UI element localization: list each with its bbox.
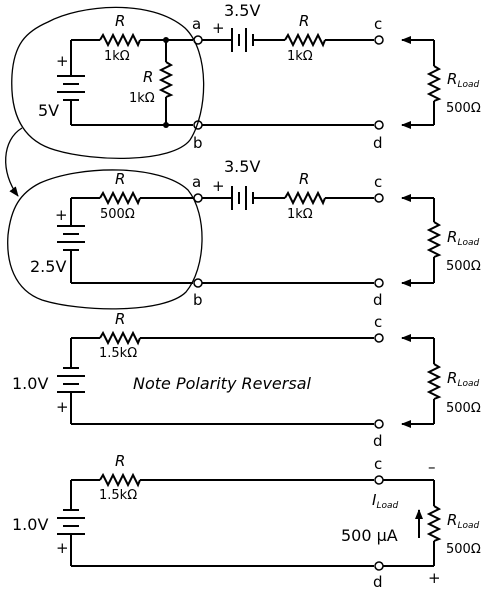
battery-3-5v-label: 3.5V: [224, 1, 260, 20]
battery-plus-sign: +: [56, 52, 69, 70]
resistor-shunt-icon: [158, 61, 174, 98]
terminal-c: [374, 475, 384, 485]
terminal-b: [193, 278, 203, 288]
source-voltage-label: 1.0V: [12, 374, 48, 393]
resistor-value: 1.5kΩ: [99, 488, 137, 503]
circuit-2: + 2.5V R 500Ω a b + 3.5V R 1kΩ c d: [30, 157, 481, 309]
terminal-d: [374, 419, 384, 429]
load-minus-sign: –: [428, 458, 436, 476]
resistor-series-icon: [284, 32, 326, 48]
resistor-top-value: 500Ω: [100, 207, 135, 222]
node-d-label: d: [373, 291, 383, 309]
battery-5v-icon: [57, 40, 85, 125]
node-c-label: c: [374, 313, 382, 331]
battery-2-5v-icon: [57, 198, 85, 283]
load-plus-sign: +: [428, 569, 441, 587]
battery-plus-sign: +: [56, 398, 69, 416]
battery-1-0v-reversed-icon: [57, 338, 85, 424]
thevenin-loop-outline-1: [11, 6, 205, 159]
node-d-label: d: [373, 573, 383, 589]
thevenin-loop-outline-2: [7, 169, 203, 310]
resistor-series-symbol: R: [299, 12, 309, 30]
node-c-label: c: [374, 455, 382, 473]
load-resistor-icon: [426, 221, 442, 258]
battery-plus-sign: +: [56, 539, 69, 557]
circuit-3: R 1.5kΩ 1.0V + Note Polarity Reversal c …: [12, 310, 481, 450]
load-resistor-value: 500Ω: [446, 401, 481, 416]
terminal-a: [193, 193, 203, 203]
load-resistor-symbol: RLoad: [447, 228, 479, 248]
circuit-1: + 5V R 1kΩ R 1kΩ a b + 3.5V: [38, 1, 481, 152]
load-resistor-value: 500Ω: [446, 542, 481, 557]
load-resistor-icon: [426, 363, 442, 400]
battery-3-5v-icon: [231, 186, 254, 210]
load-resistor-symbol: RLoad: [447, 369, 479, 389]
resistor-icon: [99, 472, 141, 488]
circuit-4: R 1.5kΩ 1.0V + c d – + RLoad 500Ω ILoad …: [12, 452, 481, 589]
load-resistor-value: 500Ω: [446, 101, 481, 116]
resistor-top-symbol: R: [115, 170, 125, 188]
node-c-label: c: [374, 173, 382, 191]
battery-plus-sign: +: [212, 19, 225, 37]
resistor-top-icon: [99, 32, 141, 48]
resistor-symbol: R: [115, 310, 125, 328]
transfer-arrow-curve: [5, 127, 23, 197]
terminal-c: [374, 193, 384, 203]
resistor-series-value: 1kΩ: [287, 207, 313, 222]
polarity-reversal-note: Note Polarity Reversal: [133, 374, 311, 393]
node-a-label: a: [192, 173, 201, 191]
node-a-label: a: [192, 15, 201, 33]
terminal-c: [374, 35, 384, 45]
load-resistor-icon: [426, 505, 442, 542]
load-resistor-symbol: RLoad: [447, 70, 479, 90]
resistor-series-symbol: R: [299, 170, 309, 188]
resistor-shunt-value: 1kΩ: [129, 91, 155, 106]
resistor-series-icon: [284, 190, 326, 206]
load-resistor-icon: [426, 65, 442, 102]
terminal-d: [374, 120, 384, 130]
battery-plus-sign: +: [55, 206, 68, 224]
load-resistor-symbol: RLoad: [447, 511, 479, 531]
resistor-series-value: 1kΩ: [287, 49, 313, 64]
terminal-d: [374, 278, 384, 288]
resistor-symbol: R: [115, 452, 125, 470]
source-voltage-label: 2.5V: [30, 257, 66, 276]
terminal-d: [374, 561, 384, 571]
battery-plus-sign: +: [212, 177, 225, 195]
node-b-label: b: [193, 291, 203, 309]
resistor-shunt-symbol: R: [143, 68, 153, 86]
battery-3-5v-label: 3.5V: [224, 157, 260, 176]
resistor-top-icon: [99, 190, 141, 206]
current-symbol: ILoad: [372, 491, 398, 511]
node-d-label: d: [373, 134, 383, 152]
load-resistor-value: 500Ω: [446, 259, 481, 274]
resistor-value: 1.5kΩ: [99, 346, 137, 361]
battery-1-0v-icon: [57, 480, 85, 566]
node-b-label: b: [193, 134, 203, 152]
resistor-top-symbol: R: [115, 12, 125, 30]
terminal-c: [374, 333, 384, 343]
source-voltage-label: 5V: [38, 101, 59, 120]
battery-3-5v-icon: [231, 28, 254, 52]
resistor-top-value: 1kΩ: [104, 49, 130, 64]
current-value: 500 µA: [341, 526, 398, 545]
resistor-icon: [99, 330, 141, 346]
source-voltage-label: 1.0V: [12, 515, 48, 534]
node-d-label: d: [373, 432, 383, 450]
node-c-label: c: [374, 15, 382, 33]
